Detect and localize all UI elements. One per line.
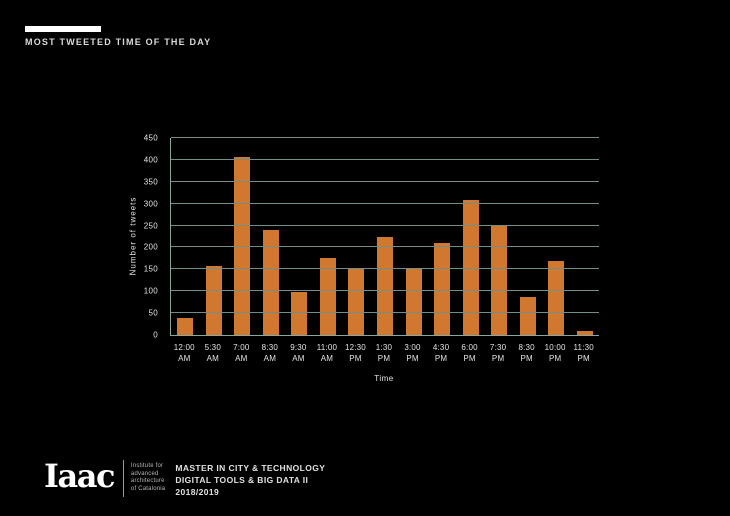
bar-11-30-pm <box>576 331 593 335</box>
institute-line: of Catalonia <box>130 485 166 492</box>
y-tick-label: 200 <box>143 242 158 252</box>
institute-line: architecture <box>130 478 165 484</box>
y-axis-ticks: 0 50 100 150 200 250 300 350 400 450 <box>110 134 165 340</box>
bar-7-30-pm <box>491 225 508 335</box>
gridline <box>171 137 599 138</box>
bar-9-30-am <box>291 292 308 335</box>
bar-slot <box>456 138 485 335</box>
y-tick-label: 450 <box>143 133 158 143</box>
y-tick-label: 50 <box>148 308 158 318</box>
bar-slot <box>542 138 571 335</box>
x-tick-label: 4:30 PM <box>432 343 450 363</box>
bar-10-00-pm <box>548 261 565 335</box>
y-tick-label: 250 <box>143 221 158 231</box>
program-line: DIGITAL TOOLS & BIG DATA II <box>175 475 309 485</box>
bar-slot <box>399 138 428 335</box>
footer-divider <box>122 460 124 497</box>
gridline <box>171 202 599 204</box>
x-tick-label: 1:30 PM <box>375 343 393 363</box>
x-tick-label: 10:00 PM <box>544 343 566 363</box>
iaac-logo: Iaac <box>44 457 115 495</box>
x-axis-title: Time <box>374 374 394 383</box>
x-tick-label: 12:30 PM <box>344 343 366 363</box>
program-info: MASTER IN CITY & TECHNOLOGY DIGITAL TOOL… <box>175 458 325 498</box>
title-accent-bar <box>25 26 101 32</box>
x-tick-label: 9:30 AM <box>290 343 307 363</box>
plot-area <box>170 137 599 336</box>
bar-slot <box>570 138 599 335</box>
x-tick-label: 5:30 AM <box>204 343 221 363</box>
x-tick-label: 8:30 AM <box>261 343 279 363</box>
institute-line: advanced <box>130 470 159 477</box>
institute-line: Institute for <box>130 463 164 469</box>
bar-slot <box>428 138 457 335</box>
x-tick-label: 3:00 PM <box>404 343 421 363</box>
bar-3-00-pm <box>405 267 422 335</box>
program-line: MASTER IN CITY & TECHNOLOGY <box>175 463 326 473</box>
bar-series <box>171 138 599 335</box>
footer: Iaac Institute for advanced architecture… <box>44 458 325 498</box>
bar-8-30-am <box>262 229 279 335</box>
bar-slot <box>314 138 343 335</box>
bar-slot <box>513 138 542 335</box>
y-tick-label: 150 <box>143 264 158 274</box>
x-tick-label: 7:00 AM <box>233 343 250 363</box>
gridline <box>171 290 599 292</box>
program-line: 2018/2019 <box>175 487 220 497</box>
bar-slot <box>200 138 229 335</box>
bar-slot <box>342 138 371 335</box>
bar-8-30-pm <box>519 296 536 335</box>
bar-1-30-pm <box>376 236 393 335</box>
y-tick-label: 350 <box>143 177 158 187</box>
gridline <box>171 224 599 226</box>
x-tick-label: 11:00 AM <box>316 343 338 363</box>
y-tick-label: 100 <box>143 286 158 296</box>
bar-slot <box>285 138 314 335</box>
y-tick-label: 0 <box>153 330 158 340</box>
gridline <box>171 312 599 314</box>
bar-12-30-pm <box>348 269 365 335</box>
x-tick-label: 8:30 PM <box>518 343 535 363</box>
bar-6-00-pm <box>462 199 479 335</box>
y-tick-label: 400 <box>143 155 158 165</box>
x-axis-ticks: 12:00 AM 5:30 AM 7:00 AM 8:30 AM 9:30 AM 11:00 AM 12… <box>170 342 598 364</box>
x-tick-label: 12:00 AM <box>173 343 195 363</box>
bar-5-30-am <box>205 266 222 335</box>
bar-slot <box>171 138 200 335</box>
gridline <box>171 180 599 182</box>
bar-slot <box>257 138 286 335</box>
bar-12-00-am <box>177 318 194 335</box>
institute-name: Institute for advanced architecture of C… <box>131 458 165 493</box>
x-tick-label: 11:30 PM <box>573 343 594 363</box>
gridline <box>171 158 599 160</box>
slide-title: MOST TWEETED TIME OF THE DAY <box>25 37 212 47</box>
bar-slot <box>371 138 400 335</box>
bar-slot <box>485 138 514 335</box>
x-tick-label: 7:30 PM <box>489 343 507 363</box>
y-tick-label: 300 <box>143 199 158 209</box>
bar-slot <box>228 138 257 335</box>
bar-4-30-pm <box>434 242 451 335</box>
bar-11-00-am <box>319 258 336 335</box>
x-tick-label: 6:00 PM <box>461 343 478 363</box>
gridline <box>171 268 599 270</box>
gridline <box>171 246 599 248</box>
